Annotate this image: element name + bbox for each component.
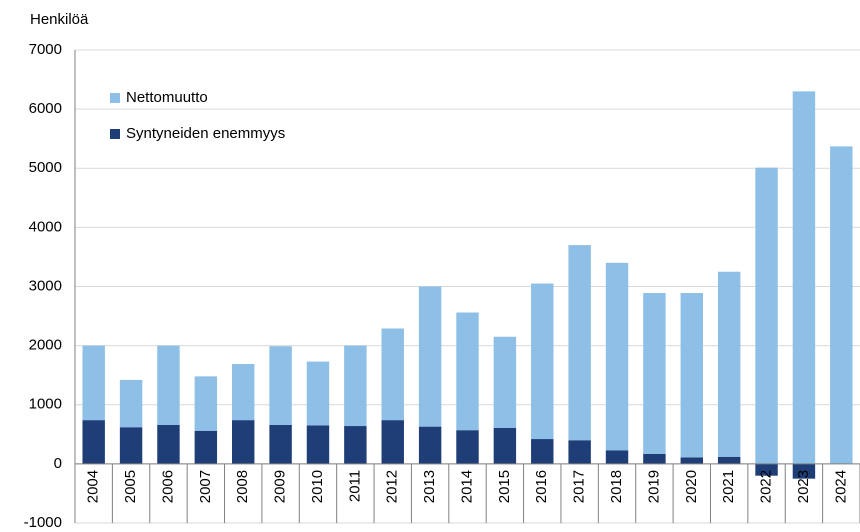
bar-segment xyxy=(232,420,255,464)
y-tick-label: 7000 xyxy=(29,41,62,58)
bar-segment xyxy=(119,427,143,464)
bar-segment xyxy=(418,426,442,464)
x-tick-label: 2008 xyxy=(234,470,251,503)
bar-segment xyxy=(456,312,479,431)
y-tick-label: 3000 xyxy=(29,277,62,294)
bar-segment xyxy=(643,453,666,464)
bar-segment xyxy=(269,424,292,464)
x-tick-label: 2004 xyxy=(85,470,102,503)
bar-segment xyxy=(418,286,442,427)
y-tick-label: 0 xyxy=(54,455,62,472)
x-tick-label: 2011 xyxy=(346,470,363,502)
legend-label: Nettomuutto xyxy=(126,89,208,106)
bar-segment xyxy=(232,363,255,421)
bar-segment xyxy=(717,456,741,464)
bar-segment xyxy=(568,245,591,441)
bar-segment xyxy=(531,283,554,440)
bar-segment xyxy=(82,420,105,464)
x-tick-label: 2017 xyxy=(571,470,588,503)
bar-segment xyxy=(531,439,554,464)
bar-segment xyxy=(680,457,703,464)
bar-segment xyxy=(605,450,629,464)
bar-segment xyxy=(344,345,367,427)
y-tick-label: 4000 xyxy=(29,218,62,235)
bar-segment xyxy=(381,420,404,464)
x-tick-label: 2009 xyxy=(272,470,289,503)
x-tick-label: 2022 xyxy=(758,470,775,503)
x-tick-label: 2019 xyxy=(645,470,662,503)
legend-swatch xyxy=(110,93,120,103)
bar-segment xyxy=(157,345,180,425)
y-axis-label: Henkilöä xyxy=(30,11,89,28)
bar-segment xyxy=(680,293,703,458)
y-tick-label: 5000 xyxy=(29,159,62,176)
bar-segment xyxy=(568,440,591,464)
bar-segment xyxy=(194,376,218,431)
x-tick-label: 2007 xyxy=(197,470,214,503)
bar-segment xyxy=(755,463,778,476)
y-tick-label: 1000 xyxy=(29,396,62,413)
bar-segment xyxy=(269,346,292,425)
bar-segment xyxy=(194,430,218,464)
bar-segment xyxy=(493,336,517,428)
x-tick-label: 2012 xyxy=(384,470,401,503)
legend-label: Syntyneiden enemmyys xyxy=(126,125,285,142)
bar-segment xyxy=(344,426,367,464)
x-tick-label: 2018 xyxy=(608,470,625,503)
bar-segment xyxy=(119,379,143,428)
x-tick-label: 2005 xyxy=(122,470,139,503)
bar-segment xyxy=(306,361,330,426)
x-tick-label: 2015 xyxy=(496,470,513,503)
bar-segment xyxy=(605,262,629,451)
bar-segment xyxy=(643,293,666,454)
bar-segment xyxy=(830,146,853,464)
bar-segment xyxy=(306,425,330,464)
x-tick-label: 2023 xyxy=(795,470,812,503)
y-tick-label: 2000 xyxy=(29,337,62,354)
y-tick-label: 6000 xyxy=(29,100,62,117)
bar-segment xyxy=(792,463,816,479)
bar-segment xyxy=(157,424,180,464)
x-tick-label: 2020 xyxy=(683,470,700,503)
x-tick-label: 2021 xyxy=(720,470,737,503)
x-tick-label: 2013 xyxy=(421,470,438,503)
x-tick-label: 2006 xyxy=(159,470,176,503)
bar-segment xyxy=(717,271,741,457)
x-tick-label: 2016 xyxy=(533,470,550,503)
x-tick-label: 2010 xyxy=(309,470,326,503)
bar-segment xyxy=(456,430,479,464)
y-tick-label: -1000 xyxy=(24,514,62,531)
bar-segment xyxy=(755,167,778,464)
bar-segment xyxy=(493,427,517,464)
bar-segment xyxy=(381,328,404,421)
bar-segment xyxy=(82,345,105,421)
x-tick-label: 2014 xyxy=(458,470,475,503)
x-tick-label: 2024 xyxy=(832,470,849,503)
legend-swatch xyxy=(110,129,120,139)
bar-segment xyxy=(792,91,816,464)
